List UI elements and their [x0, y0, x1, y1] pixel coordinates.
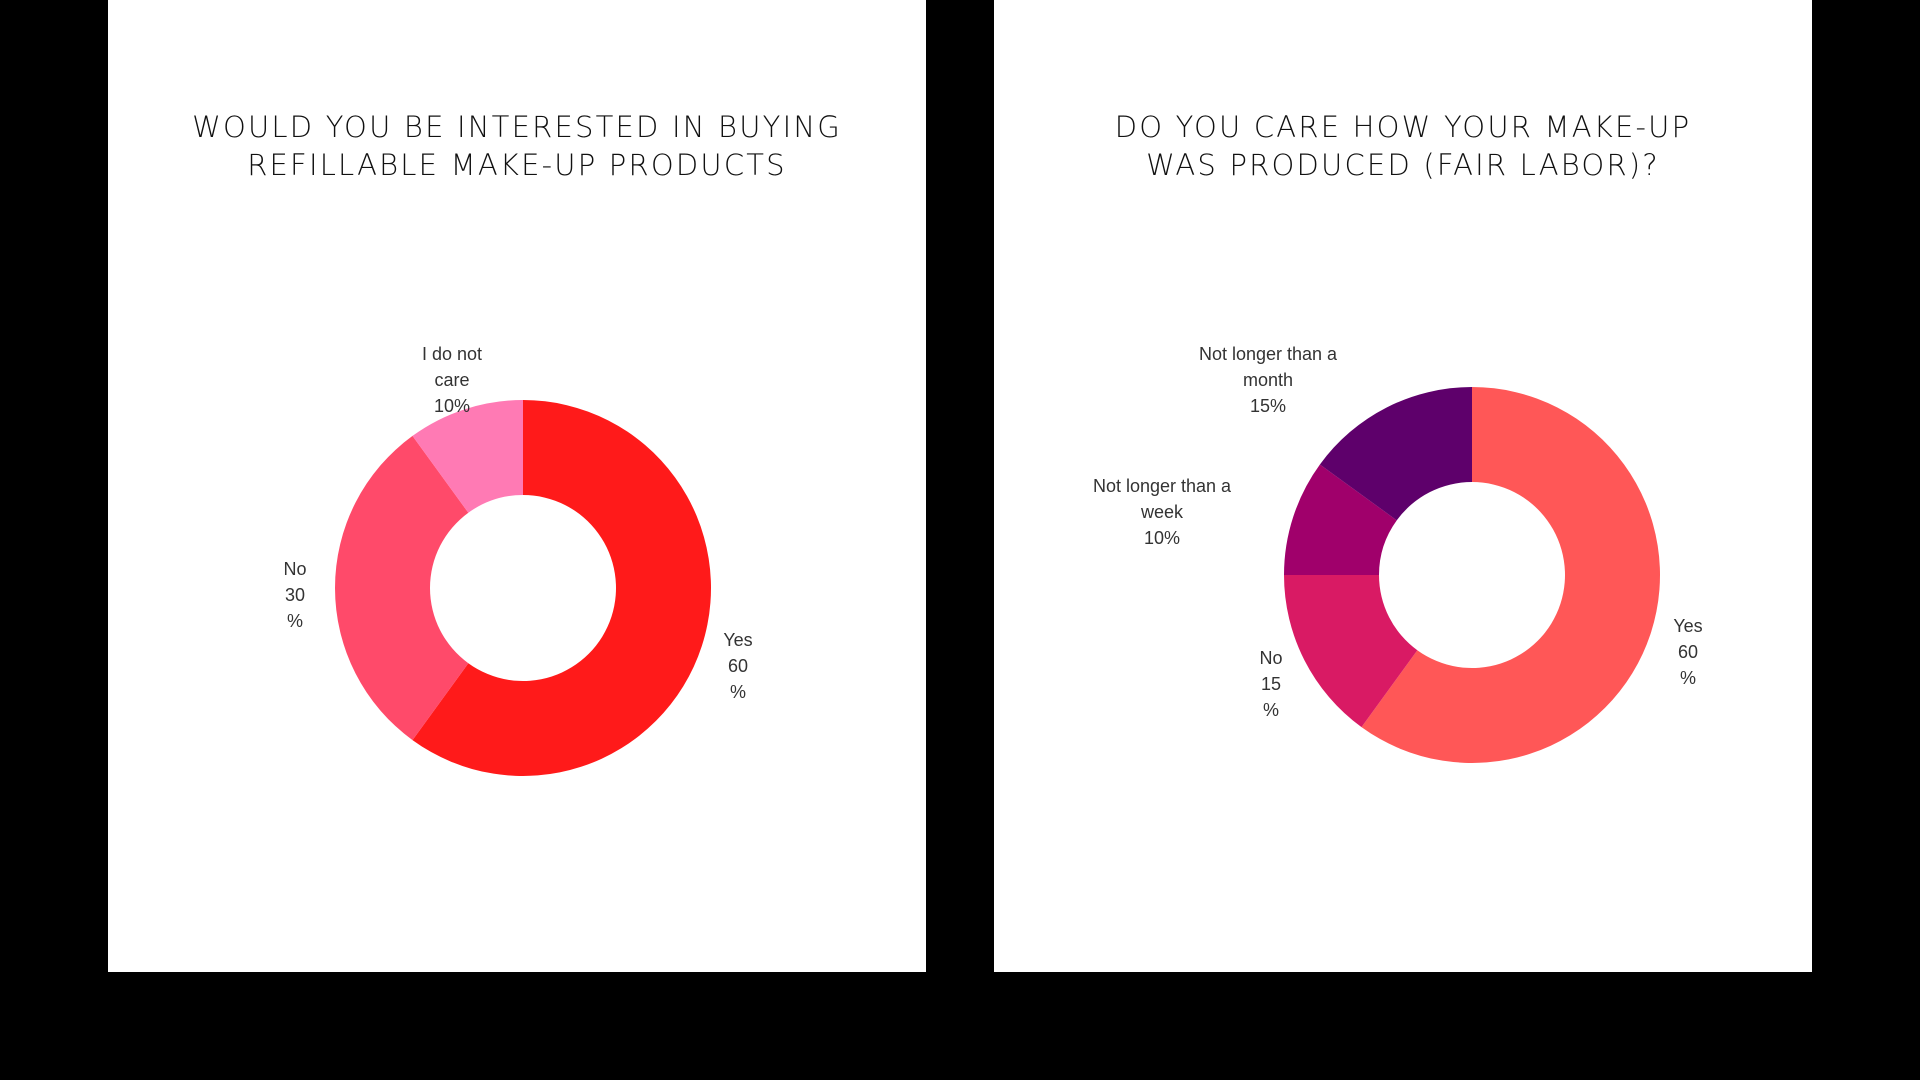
slice-label-line: 60: [728, 656, 748, 676]
slice-label-line: Yes: [1673, 616, 1702, 636]
slice-label-line: No: [1259, 648, 1282, 668]
donut-slice-no: [335, 435, 469, 741]
slice-label-yes: Yes 60%: [1673, 616, 1702, 688]
chart-title-line-1: WOULD YOU BE INTERESTED IN BUYING: [192, 110, 842, 144]
slice-label-line: No: [283, 559, 306, 579]
donut-slice-no: [1284, 575, 1418, 728]
chart-title-line-2: WAS PRODUCED (FAIR LABOR)?: [1146, 148, 1660, 182]
slice-label-no: No 15%: [1259, 648, 1282, 720]
chart-panel-fair-labor: DO YOU CARE HOW YOUR MAKE-UP WAS PRODUCE…: [994, 0, 1812, 972]
slice-label-line: I do not: [422, 344, 482, 364]
slice-label-line: 30: [285, 585, 305, 605]
slice-label-line: %: [1680, 668, 1696, 688]
slice-label-line: week: [1140, 502, 1184, 522]
chart-title-refillable: WOULD YOU BE INTERESTED IN BUYING REFILL…: [108, 108, 926, 184]
chart-title-line-2: REFILLABLE MAKE-UP PRODUCTS: [247, 148, 787, 182]
donut-chart-fair-labor: Yes 60 %No 15 %Not longer than a week 10%Not l…: [1093, 344, 1703, 763]
slice-label-not-longer-than-a-week: Not longer than a week 10%: [1093, 476, 1232, 548]
slice-label-line: Yes: [723, 630, 752, 650]
slice-label-line: Not longer than a: [1093, 476, 1232, 496]
slice-label-line: 15%: [1250, 396, 1286, 416]
slice-label-line: care: [434, 370, 469, 390]
slice-label-line: 15: [1261, 674, 1281, 694]
slice-label-line: %: [287, 611, 303, 631]
slice-label-line: %: [730, 682, 746, 702]
slice-label-line: %: [1263, 700, 1279, 720]
slice-label-line: 60: [1678, 642, 1698, 662]
slice-label-no: No 30%: [283, 559, 306, 631]
donut-slice-i-do-not-care: [412, 400, 523, 513]
donut-slice-not-longer-than-a-month: [1319, 387, 1472, 521]
slice-label-yes: Yes 60%: [723, 630, 752, 702]
slice-label-i-do-not-care: I do not care 10%: [422, 344, 482, 416]
chart-title-line-1: DO YOU CARE HOW YOUR MAKE-UP: [1114, 110, 1692, 144]
donut-chart-refillable: Yes 60 % No 30 % I do not care 10%: [283, 344, 753, 776]
slice-label-line: 10%: [434, 396, 470, 416]
slice-label-line: month: [1243, 370, 1293, 390]
chart-panel-refillable: WOULD YOU BE INTERESTED IN BUYING REFILL…: [108, 0, 926, 972]
donut-slice-not-longer-than-a-week: [1284, 464, 1397, 575]
chart-title-fair-labor: DO YOU CARE HOW YOUR MAKE-UP WAS PRODUCE…: [994, 108, 1812, 184]
donut-slice-yes: [1361, 387, 1660, 763]
slice-label-not-longer-than-a-month: Not longer than a month 15%: [1199, 344, 1338, 416]
donut-slice-yes: [412, 400, 711, 776]
slice-label-line: Not longer than a: [1199, 344, 1338, 364]
slice-label-line: 10%: [1144, 528, 1180, 548]
